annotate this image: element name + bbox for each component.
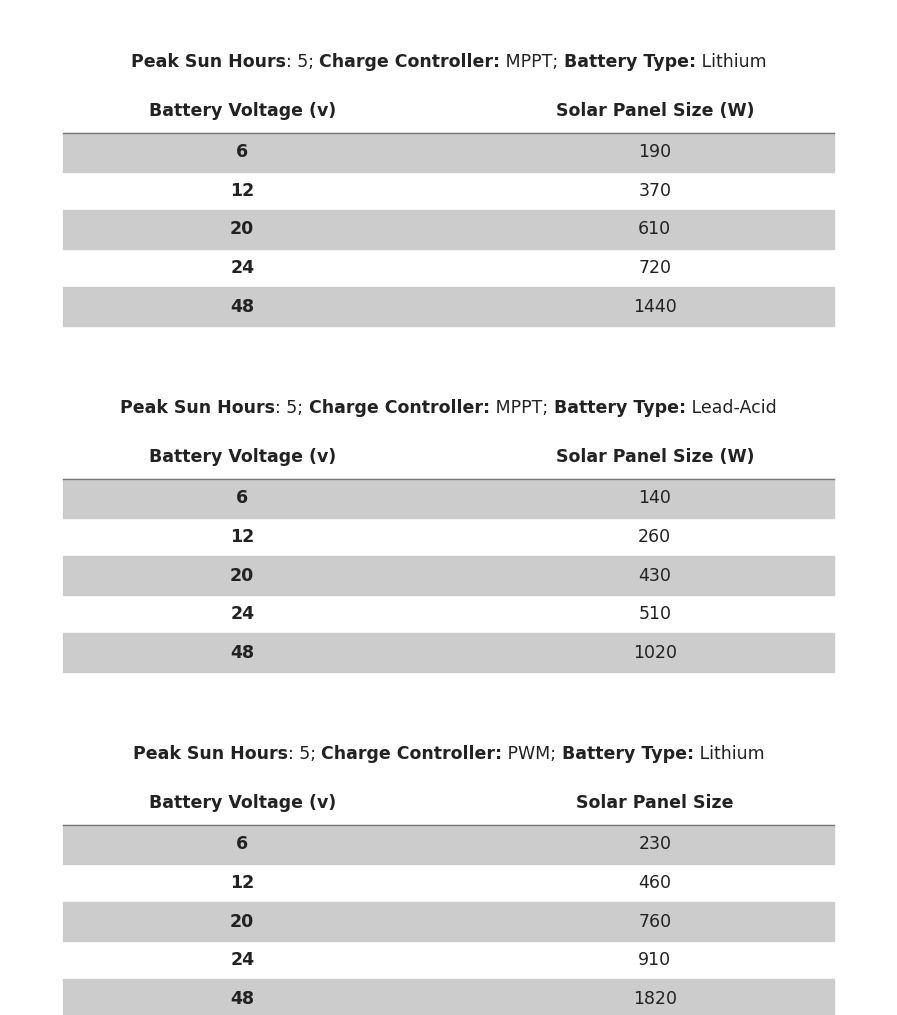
Text: Battery Voltage (v): Battery Voltage (v) xyxy=(149,448,335,466)
Text: Lead-Acid: Lead-Acid xyxy=(686,399,777,417)
Text: Peak Sun Hours: Peak Sun Hours xyxy=(120,399,275,417)
Text: Battery Voltage (v): Battery Voltage (v) xyxy=(149,102,335,120)
Text: Peak Sun Hours: Peak Sun Hours xyxy=(130,53,285,71)
Text: 12: 12 xyxy=(230,182,255,200)
Text: 48: 48 xyxy=(231,297,254,316)
Text: Solar Panel Size (W): Solar Panel Size (W) xyxy=(555,448,754,466)
Text: 6: 6 xyxy=(236,835,248,854)
Text: Battery Type:: Battery Type: xyxy=(563,53,696,71)
Text: 1820: 1820 xyxy=(632,990,677,1008)
Text: MPPT;: MPPT; xyxy=(490,399,553,417)
Text: Battery Type:: Battery Type: xyxy=(553,399,686,417)
Text: 24: 24 xyxy=(231,605,254,623)
Text: Charge Controller:: Charge Controller: xyxy=(321,745,502,763)
Text: 910: 910 xyxy=(639,951,671,969)
Text: 610: 610 xyxy=(639,220,671,239)
Text: 24: 24 xyxy=(231,259,254,277)
Text: 260: 260 xyxy=(639,528,671,546)
Text: 230: 230 xyxy=(639,835,671,854)
Text: 48: 48 xyxy=(231,990,254,1008)
Text: Battery Type:: Battery Type: xyxy=(562,745,693,763)
Text: 20: 20 xyxy=(230,912,255,931)
Text: Charge Controller:: Charge Controller: xyxy=(319,53,501,71)
Text: : 5;: : 5; xyxy=(285,53,319,71)
Text: 190: 190 xyxy=(639,143,671,161)
Text: 720: 720 xyxy=(639,259,671,277)
Text: 24: 24 xyxy=(231,951,254,969)
Text: Lithium: Lithium xyxy=(696,53,767,71)
Text: Solar Panel Size: Solar Panel Size xyxy=(576,794,734,812)
Text: 510: 510 xyxy=(639,605,671,623)
Text: Lithium: Lithium xyxy=(693,745,764,763)
Text: : 5;: : 5; xyxy=(288,745,321,763)
Text: 6: 6 xyxy=(236,143,248,161)
Text: Solar Panel Size (W): Solar Panel Size (W) xyxy=(555,102,754,120)
Text: 430: 430 xyxy=(639,566,671,585)
Text: 20: 20 xyxy=(230,220,255,239)
Text: 1020: 1020 xyxy=(632,644,677,662)
Text: 20: 20 xyxy=(230,566,255,585)
Text: 460: 460 xyxy=(639,874,671,892)
Text: 12: 12 xyxy=(230,874,255,892)
Text: : 5;: : 5; xyxy=(275,399,309,417)
Text: Peak Sun Hours: Peak Sun Hours xyxy=(133,745,288,763)
Text: MPPT;: MPPT; xyxy=(501,53,563,71)
Text: Battery Voltage (v): Battery Voltage (v) xyxy=(149,794,335,812)
Text: 140: 140 xyxy=(639,489,671,508)
Text: 6: 6 xyxy=(236,489,248,508)
Text: 1440: 1440 xyxy=(633,297,676,316)
Text: 12: 12 xyxy=(230,528,255,546)
Text: 370: 370 xyxy=(639,182,671,200)
Text: Charge Controller:: Charge Controller: xyxy=(309,399,490,417)
Text: 48: 48 xyxy=(231,644,254,662)
Text: PWM;: PWM; xyxy=(502,745,562,763)
Text: 760: 760 xyxy=(639,912,671,931)
